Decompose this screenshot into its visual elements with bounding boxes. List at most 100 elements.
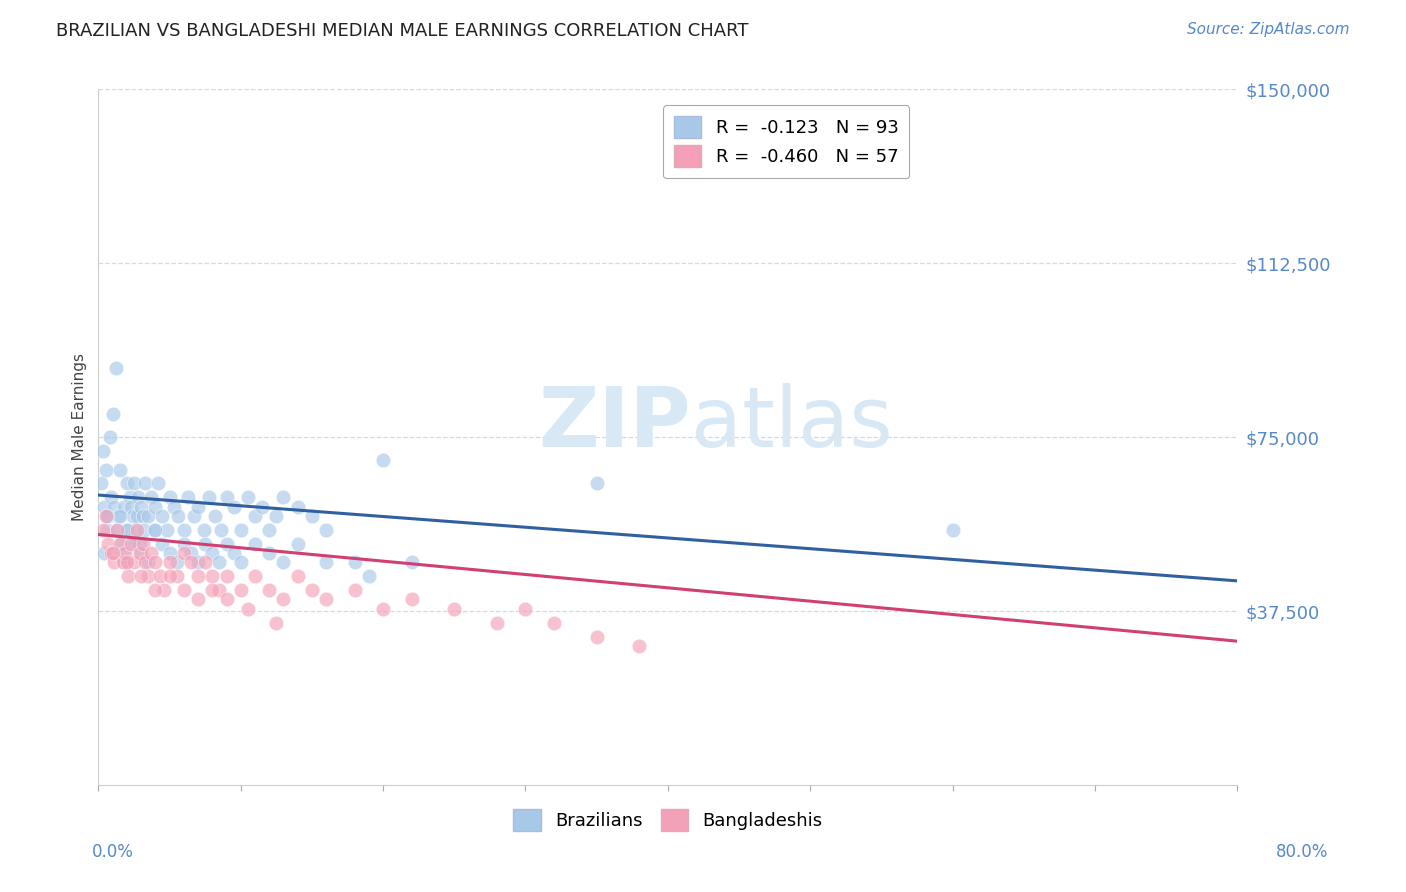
Point [93,500,115,514]
Point [585,476,607,491]
Point [159,491,181,505]
Point [204,508,226,523]
Point [97,537,120,551]
Point [177,491,200,505]
Point [110,537,132,551]
Point [183,508,205,523]
Point [118,491,141,505]
Point [259,523,281,537]
Point [120,500,142,514]
Point [166,569,188,583]
Point [139,546,162,560]
Point [128,546,150,560]
Point [443,601,465,615]
Point [287,537,309,551]
Point [194,537,217,551]
Point [115,555,138,569]
Point [287,569,309,583]
Point [250,500,273,514]
Text: ZIP: ZIP [538,383,690,464]
Point [91,444,114,458]
Point [125,508,148,523]
Text: BRAZILIAN VS BANGLADESHI MEDIAN MALE EARNINGS CORRELATION CHART: BRAZILIAN VS BANGLADESHI MEDIAN MALE EAR… [56,22,749,40]
Point [100,491,122,505]
Point [159,546,181,560]
Point [100,546,122,560]
Point [120,537,142,551]
Point [215,537,238,551]
Point [122,555,145,569]
Point [273,491,295,505]
Point [117,523,139,537]
Point [122,537,145,551]
Point [163,500,186,514]
Point [111,555,134,569]
Point [222,546,245,560]
Point [96,508,118,523]
Point [266,615,288,630]
Point [187,569,209,583]
Point [243,537,266,551]
Point [108,508,131,523]
Point [243,569,266,583]
Point [198,491,221,505]
Point [105,523,128,537]
Point [315,523,337,537]
Point [201,569,224,583]
Point [315,555,337,569]
Point [94,462,117,476]
Point [942,523,965,537]
Point [180,555,202,569]
Point [152,508,174,523]
Point [194,555,217,569]
Point [134,476,156,491]
Point [543,615,565,630]
Point [103,500,125,514]
Text: 80.0%: 80.0% [1277,843,1329,861]
Point [628,639,651,653]
Point [167,508,190,523]
Point [515,601,537,615]
Point [101,407,124,421]
Point [125,523,148,537]
Point [121,508,143,523]
Point [229,523,252,537]
Point [301,508,323,523]
Point [142,523,165,537]
Point [287,500,309,514]
Point [273,592,295,607]
Point [222,500,245,514]
Point [93,546,115,560]
Point [173,523,195,537]
Point [173,583,195,598]
Point [129,569,152,583]
Point [315,592,337,607]
Point [139,491,162,505]
Point [96,523,118,537]
Point [97,508,120,523]
Point [103,555,125,569]
Y-axis label: Median Male Earnings: Median Male Earnings [72,353,87,521]
Point [111,546,134,560]
Point [112,500,135,514]
Point [343,555,366,569]
Point [357,569,380,583]
Point [215,592,238,607]
Point [114,555,136,569]
Point [129,546,152,560]
Point [243,508,266,523]
Point [107,508,129,523]
Point [259,583,281,598]
Point [124,523,146,537]
Point [104,360,127,375]
Point [98,430,121,444]
Point [132,523,155,537]
Point [91,523,114,537]
Point [273,555,295,569]
Point [173,537,195,551]
Point [145,500,167,514]
Point [122,476,145,491]
Point [236,601,259,615]
Point [371,453,394,467]
Point [127,491,149,505]
